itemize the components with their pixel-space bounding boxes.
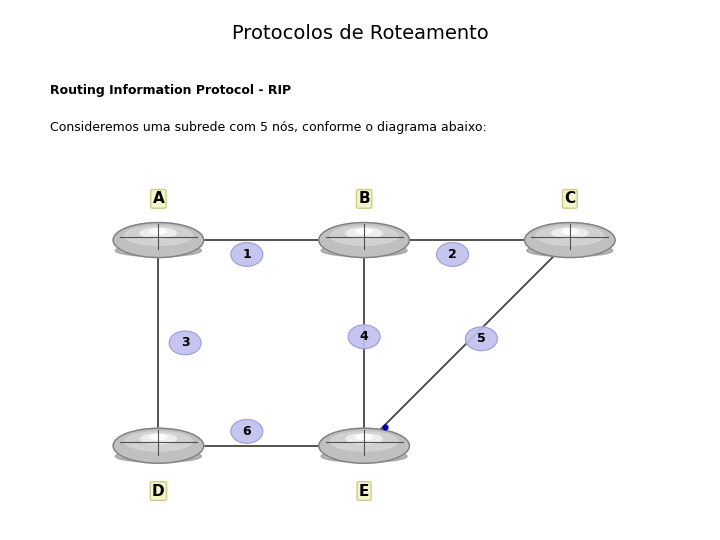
Ellipse shape (552, 228, 588, 238)
Ellipse shape (527, 245, 613, 256)
Ellipse shape (150, 228, 166, 234)
Ellipse shape (231, 420, 263, 443)
Ellipse shape (231, 242, 263, 266)
Ellipse shape (356, 228, 372, 234)
Ellipse shape (465, 327, 498, 350)
Ellipse shape (346, 434, 382, 443)
Ellipse shape (348, 325, 380, 348)
Ellipse shape (125, 432, 192, 451)
Ellipse shape (113, 428, 204, 463)
Ellipse shape (330, 432, 398, 451)
Text: 2: 2 (448, 248, 457, 261)
Ellipse shape (330, 226, 398, 245)
Text: 5: 5 (477, 332, 486, 345)
Ellipse shape (562, 228, 577, 234)
Text: 1: 1 (243, 248, 251, 261)
Ellipse shape (140, 434, 176, 443)
Ellipse shape (536, 226, 604, 245)
Ellipse shape (113, 222, 204, 258)
Ellipse shape (319, 428, 410, 463)
Ellipse shape (356, 434, 372, 440)
Ellipse shape (125, 226, 192, 245)
Ellipse shape (436, 242, 469, 266)
Text: A: A (153, 191, 164, 206)
Ellipse shape (319, 222, 410, 258)
Text: Routing Information Protocol - RIP: Routing Information Protocol - RIP (50, 84, 292, 97)
Text: 3: 3 (181, 336, 189, 349)
Ellipse shape (140, 228, 176, 238)
Ellipse shape (321, 450, 407, 462)
Text: E: E (359, 483, 369, 498)
Ellipse shape (115, 245, 202, 256)
Ellipse shape (346, 228, 382, 238)
Text: Protocolos de Roteamento: Protocolos de Roteamento (232, 24, 488, 43)
Ellipse shape (525, 222, 615, 258)
Text: 6: 6 (243, 425, 251, 438)
Text: C: C (564, 191, 575, 206)
Ellipse shape (150, 434, 166, 440)
Text: D: D (152, 483, 165, 498)
Ellipse shape (115, 450, 202, 462)
Text: 4: 4 (360, 330, 369, 343)
Text: B: B (359, 191, 370, 206)
Text: Consideremos uma subrede com 5 nós, conforme o diagrama abaixo:: Consideremos uma subrede com 5 nós, conf… (50, 122, 487, 134)
Ellipse shape (321, 245, 407, 256)
Ellipse shape (169, 331, 201, 355)
